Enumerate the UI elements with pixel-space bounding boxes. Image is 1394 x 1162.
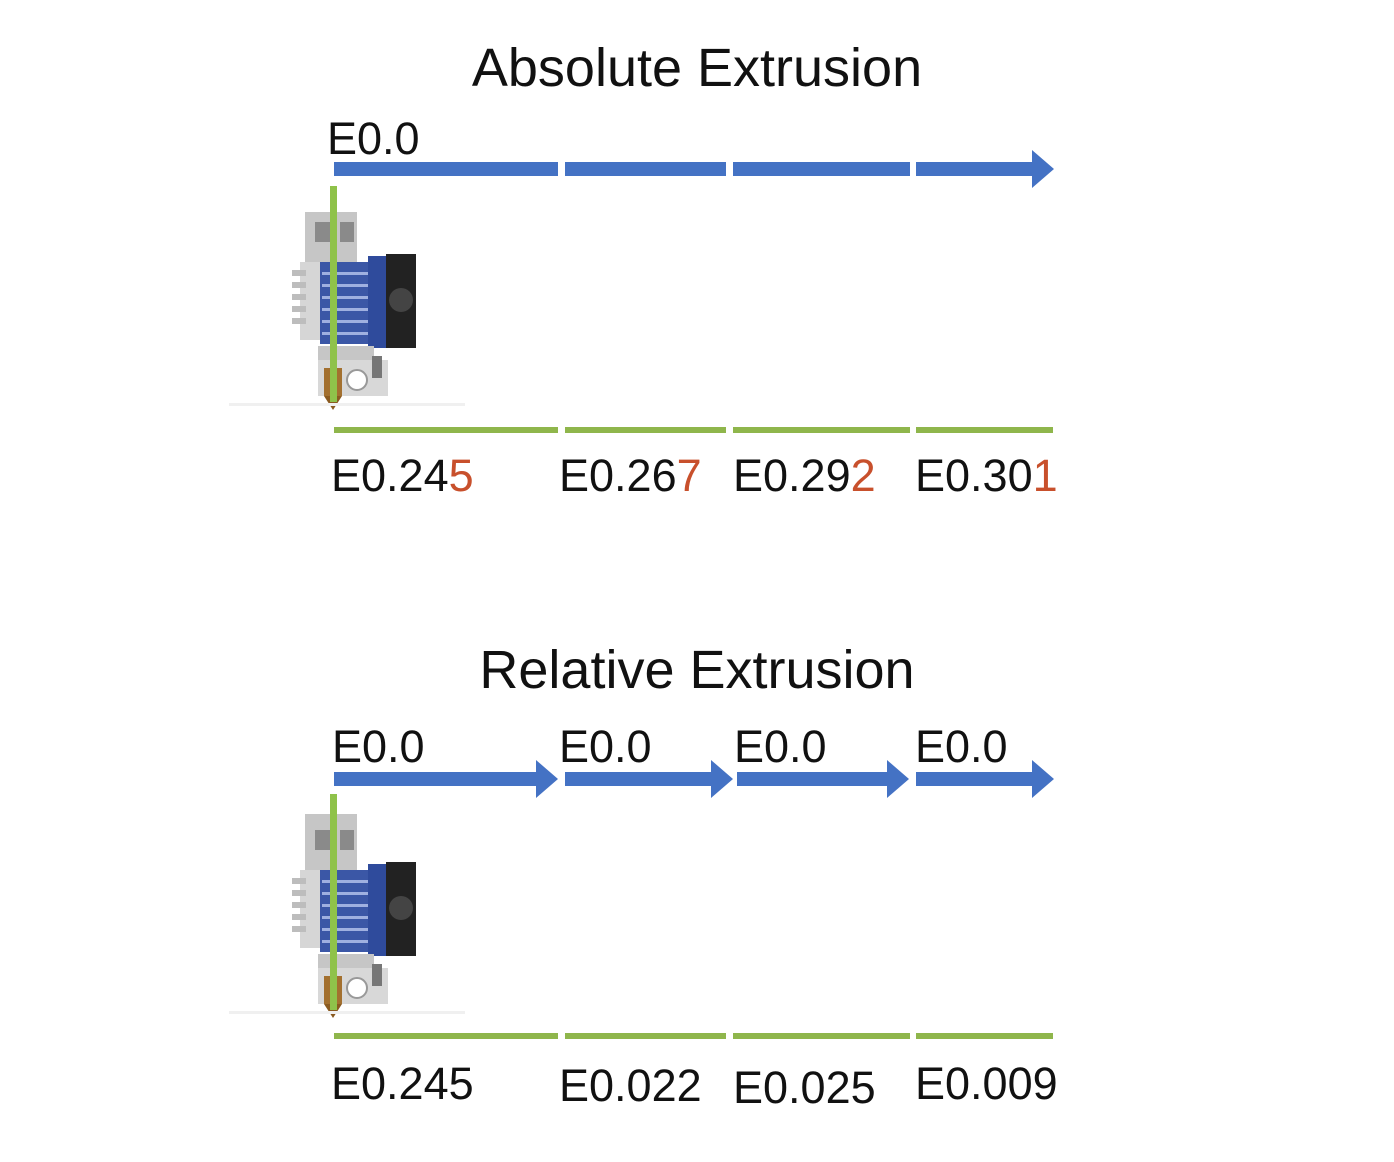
abs-value-3-highlight: 2 [850,450,876,501]
abs-value-2: E0.267 [559,451,702,501]
abs-extruded-segment-1 [334,427,558,433]
absolute-extrusion-panel: Absolute Extrusion [0,0,1394,560]
rel-move-arrow-2 [565,760,733,798]
hotend-extruder-icon-body [229,794,465,1018]
relative-diagram [229,760,1054,1039]
rel-move-label-1: E0.0 [332,721,425,772]
abs-value-2-base: E0.26 [559,450,677,501]
abs-extruded-segment-3 [733,427,910,433]
abs-start-label: E0.0 [327,113,420,164]
absolute-diagram [229,150,1054,433]
abs-extruded-segment-2 [565,427,726,433]
rel-move-label-2: E0.0 [559,721,652,772]
hotend-extruder-icon [229,186,465,410]
rel-extruded-segment-4 [916,1033,1053,1039]
rel-value-3: E0.025 [733,1062,876,1113]
rel-move-label-3: E0.0 [734,721,827,772]
rel-extruded-segment-2 [565,1033,726,1039]
abs-value-4: E0.301 [915,451,1058,501]
rel-move-arrow-1 [334,760,558,798]
abs-value-1: E0.245 [331,451,474,501]
abs-value-4-base: E0.30 [915,450,1033,501]
abs-move-segment-1 [334,162,558,176]
abs-value-2-highlight: 7 [676,450,702,501]
abs-move-segment-3 [733,162,910,176]
abs-move-segment-4 [916,162,1034,176]
rel-move-label-4: E0.0 [915,721,1008,772]
relative-title: Relative Extrusion [479,640,915,700]
rel-value-1: E0.245 [331,1058,474,1109]
rel-move-arrow-4 [916,760,1054,798]
rel-extruded-segment-1 [334,1033,558,1039]
abs-value-3: E0.292 [733,451,876,501]
abs-value-1-highlight: 5 [448,450,474,501]
abs-value-1-base: E0.24 [331,450,449,501]
rel-value-4: E0.009 [915,1058,1058,1109]
rel-extruded-segment-3 [733,1033,910,1039]
rel-value-2: E0.022 [559,1060,702,1111]
abs-value-3-base: E0.29 [733,450,851,501]
abs-move-segment-2 [565,162,726,176]
absolute-title: Absolute Extrusion [471,38,923,98]
rel-move-arrow-3 [737,760,909,798]
relative-extrusion-panel: Relative Extrusion [0,602,1394,1162]
abs-extruded-segment-4 [916,427,1053,433]
abs-arrow-head [1032,150,1054,188]
abs-value-4-highlight: 1 [1032,450,1058,501]
